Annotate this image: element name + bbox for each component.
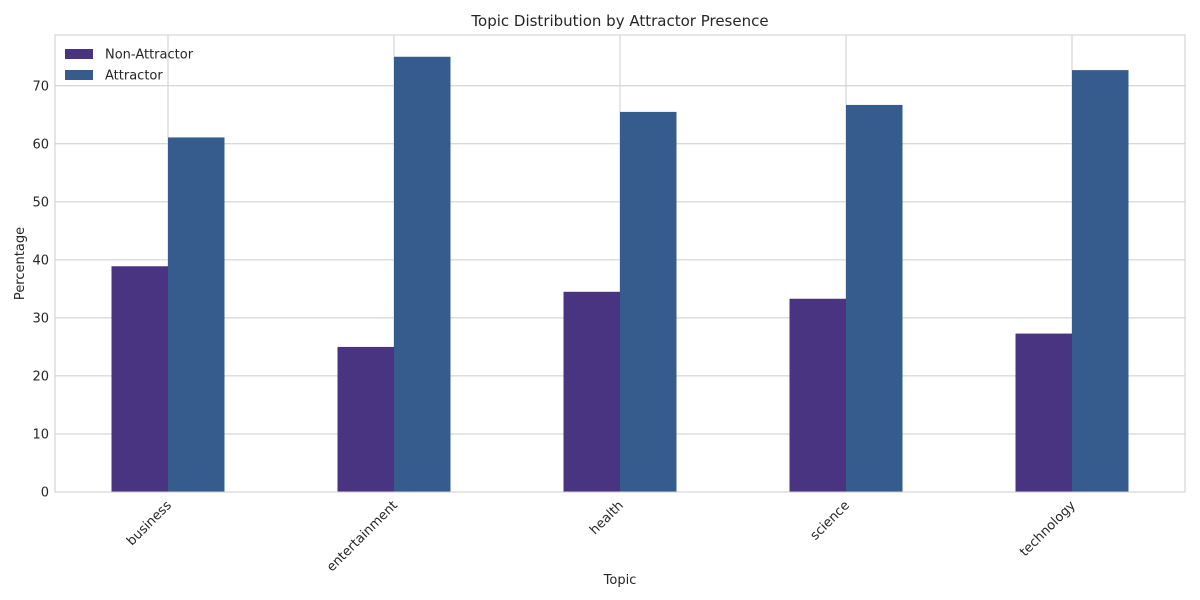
bar-non-attractor-business (111, 266, 168, 492)
chart-title: Topic Distribution by Attractor Presence (470, 12, 768, 30)
bar-non-attractor-health (563, 291, 620, 492)
plot-frame (54, 34, 1186, 493)
x-tick-label: science (808, 498, 853, 543)
y-axis-label: Percentage (13, 227, 28, 300)
bar-non-attractor-entertainment (337, 346, 394, 492)
x-tick-label: technology (1017, 498, 1079, 560)
y-tick-label: 60 (32, 137, 49, 152)
y-tick-label: 10 (32, 427, 49, 442)
x-axis-label: Topic (603, 573, 637, 588)
legend: Non-Attractor Attractor (65, 48, 194, 84)
legend-swatch (65, 70, 93, 80)
y-tick-label: 40 (32, 253, 49, 268)
legend-label: Non-Attractor (105, 48, 194, 63)
bar-attractor-business (168, 137, 225, 492)
y-tick-label: 30 (32, 311, 49, 326)
y-tick-label: 0 (41, 486, 49, 501)
bar-non-attractor-technology (1015, 333, 1072, 492)
bar-attractor-science (846, 104, 903, 492)
legend-label: Attractor (105, 69, 163, 84)
y-tick-label: 70 (32, 79, 49, 94)
bar-layer (111, 56, 1129, 493)
bar-attractor-health (620, 111, 677, 493)
bar-non-attractor-science (789, 298, 846, 492)
x-tick-label: entertainment (324, 498, 401, 575)
x-tick-label: business (124, 498, 175, 549)
bar-attractor-technology (1072, 70, 1129, 493)
x-tick-label: health (587, 498, 627, 538)
y-tick-label: 50 (32, 195, 49, 210)
y-tick-label: 20 (32, 369, 49, 384)
legend-swatch (65, 49, 93, 59)
bar-attractor-entertainment (394, 56, 451, 493)
